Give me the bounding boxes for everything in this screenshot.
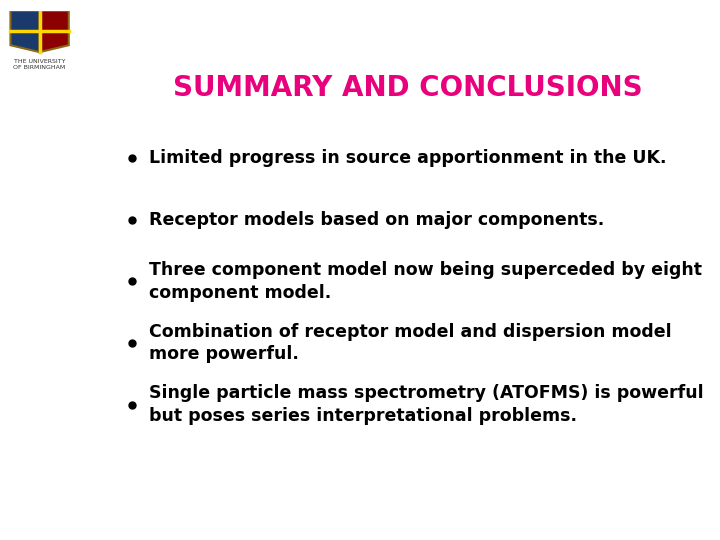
Polygon shape	[11, 11, 40, 52]
Polygon shape	[40, 11, 68, 52]
Text: Single particle mass spectrometry (ATOFMS) is powerful
but poses series interpre: Single particle mass spectrometry (ATOFM…	[148, 384, 703, 425]
Text: Combination of receptor model and dispersion model
more powerful.: Combination of receptor model and disper…	[148, 322, 671, 363]
Text: Limited progress in source apportionment in the UK.: Limited progress in source apportionment…	[148, 150, 666, 167]
Text: Receptor models based on major components.: Receptor models based on major component…	[148, 211, 604, 229]
Text: THE UNIVERSITY
OF BIRMINGHAM: THE UNIVERSITY OF BIRMINGHAM	[14, 59, 66, 70]
Text: SUMMARY AND CONCLUSIONS: SUMMARY AND CONCLUSIONS	[174, 73, 643, 102]
Text: Three component model now being superceded by eight
component model.: Three component model now being superced…	[148, 261, 701, 302]
